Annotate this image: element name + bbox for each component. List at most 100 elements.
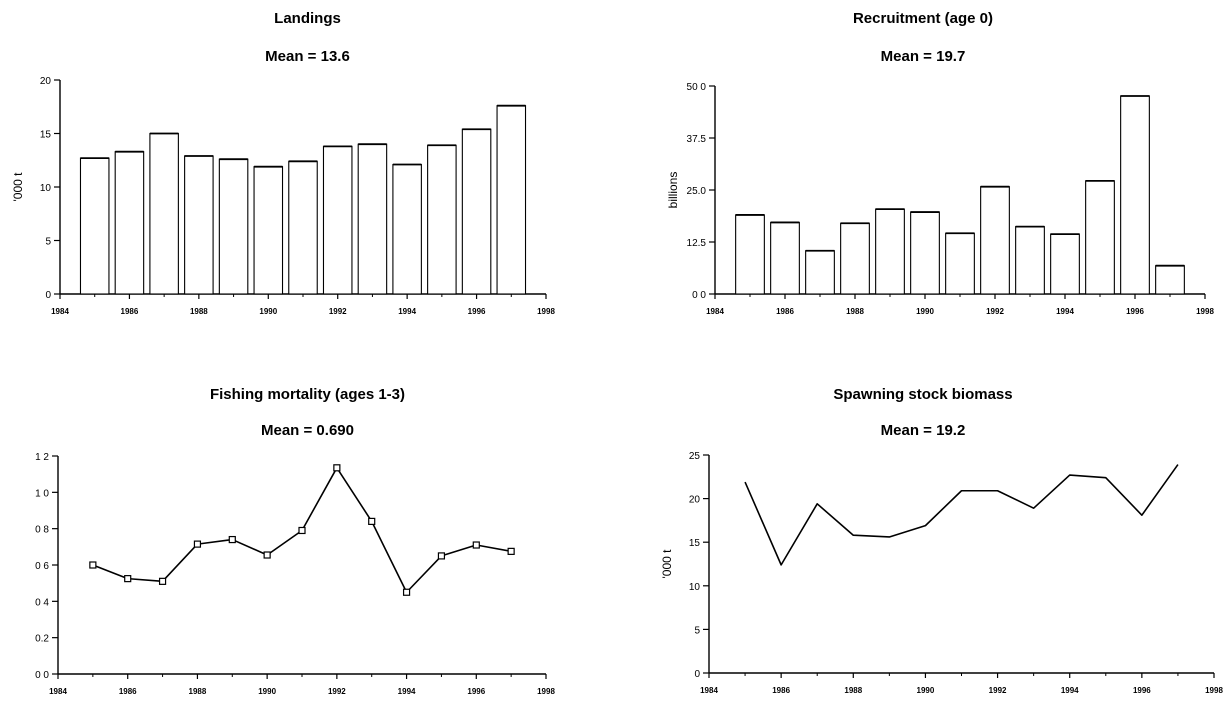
y-tick-label: 5 (694, 625, 700, 636)
x-tick-label: 1986 (121, 307, 139, 316)
y-tick-label: 0 (694, 669, 700, 680)
bar-1989 (875, 208, 905, 295)
x-tick-label: 1984 (706, 307, 724, 316)
x-tick-label: 1986 (772, 686, 790, 695)
x-tick-label: 1984 (700, 686, 718, 695)
chart-title: Spawning stock biomass (833, 386, 1013, 403)
x-tick-label: 1994 (398, 307, 416, 316)
bar-1997 (496, 105, 527, 295)
point-1986 (124, 575, 132, 583)
bar-1986 (114, 151, 145, 295)
chart-title: Recruitment (age 0) (852, 10, 994, 27)
bar-1994 (392, 163, 422, 295)
fishing-mortality-panel: Fishing mortality (ages 1-3) Mean = 0.69… (0, 360, 615, 706)
x-tick-label: 1998 (1196, 307, 1214, 316)
point-1987 (158, 577, 167, 585)
y-tick-label: 0 8 (35, 525, 49, 536)
landings-chart: 0 5 10 15 20 1984 1986 1988 1990 1992 1994 1996 1998… (11, 76, 555, 316)
y-tick-label: 25.0 (687, 186, 707, 197)
x-tick-label: 1998 (537, 307, 555, 316)
point-1997 (507, 547, 515, 555)
ssb-panel: Spawning stock biomass Mean = 19.2 0 5 10 1… (615, 360, 1231, 706)
recruitment-panel: Recruitment (age 0) Mean = 19.7 0 0 12.5 2… (615, 0, 1231, 330)
series-line (744, 464, 1179, 566)
landings-panel: Landings Mean = 13.6 0 5 10 15 20 1984 1986 198… (0, 0, 615, 330)
x-tick-label: 1996 (1126, 307, 1144, 316)
bar-1991 (945, 232, 975, 295)
bar-1997 (1155, 265, 1185, 295)
bar-1986 (770, 221, 800, 295)
y-tick-label: 12.5 (687, 238, 707, 249)
point-1985 (89, 561, 97, 569)
x-tick-label: 1984 (51, 307, 69, 316)
chart-subtitle: Mean = 13.6 (265, 48, 350, 65)
y-tick-label: 0 6 (35, 561, 49, 572)
bar-1991 (288, 160, 318, 295)
y-axis-label: '000 t (11, 172, 25, 202)
x-tick-label: 1996 (1133, 686, 1151, 695)
x-tick-label: 1994 (1056, 307, 1074, 316)
y-tick-label: 10 (689, 582, 701, 593)
y-tick-label: 0 4 (35, 597, 49, 608)
bar-1988 (184, 155, 214, 295)
chart-title: Fishing mortality (ages 1-3) (209, 386, 406, 403)
bar-1992 (322, 145, 353, 295)
x-tick-label: 1990 (258, 687, 276, 696)
y-tick-label: 10 (40, 183, 52, 194)
x-tick-label: 1986 (119, 687, 137, 696)
y-axis-label: '000 t (660, 549, 674, 579)
x-tick-label: 1988 (190, 307, 208, 316)
point-1990 (263, 551, 271, 559)
y-tick-label: 50 0 (687, 82, 707, 93)
bar-1988 (840, 222, 870, 295)
bar-1996 (1120, 95, 1150, 295)
bar-1990 (910, 211, 940, 295)
y-tick-label: 15 (689, 538, 701, 549)
chart-title: Landings (274, 10, 341, 27)
y-tick-label: 0 0 (35, 670, 49, 681)
x-tick-label: 1984 (49, 687, 67, 696)
y-tick-label: 25 (689, 451, 701, 462)
x-tick-label: 1992 (328, 687, 346, 696)
bar-1994 (1050, 233, 1080, 295)
y-tick-label: 1 0 (35, 488, 49, 499)
x-tick-label: 1986 (776, 307, 794, 316)
x-tick-label: 1992 (329, 307, 347, 316)
x-tick-label: 1988 (846, 307, 864, 316)
point-1995 (437, 552, 446, 560)
bar-1996 (461, 128, 492, 295)
x-tick-label: 1990 (259, 307, 277, 316)
x-tick-label: 1996 (467, 687, 485, 696)
x-tick-label: 1988 (844, 686, 862, 695)
x-tick-label: 1990 (917, 686, 935, 695)
point-1994 (402, 588, 411, 596)
fishing-mortality-chart: 0 0 0.2 0 4 0 6 0 8 1 0 1 2 1984 1986 1988 1990 199… (35, 452, 555, 696)
x-tick-label: 1994 (1061, 686, 1079, 695)
chart-subtitle: Mean = 19.7 (880, 48, 966, 65)
bar-1985 (79, 157, 110, 295)
y-tick-label: 15 (40, 130, 52, 141)
y-tick-label: 20 (40, 76, 52, 87)
bar-1995 (1085, 180, 1115, 295)
x-tick-label: 1996 (468, 307, 486, 316)
x-tick-label: 1990 (916, 307, 934, 316)
bar-1989 (218, 158, 249, 295)
x-tick-label: 1992 (986, 307, 1004, 316)
bar-1992 (980, 186, 1010, 295)
point-1992 (333, 464, 341, 472)
point-1991 (298, 526, 306, 535)
y-tick-label: 37.5 (687, 134, 707, 145)
bar-1993 (357, 143, 388, 295)
bar-1993 (1015, 226, 1045, 295)
y-tick-label: 1 2 (35, 452, 49, 463)
chart-subtitle: Mean = 0.690 (261, 422, 354, 439)
y-tick-label: 5 (45, 237, 51, 248)
y-tick-label: 0.2 (35, 634, 49, 645)
point-1996 (472, 541, 480, 549)
ssb-chart: 0 5 10 15 20 25 1984 1986 1988 1990 1992 1994 1996 19… (660, 451, 1223, 695)
bar-1985 (735, 214, 765, 295)
recruitment-chart: 0 0 12.5 25.0 37.5 50 0 1984 1986 1988 1990 1992 1… (666, 82, 1214, 316)
bar-1987 (149, 132, 179, 295)
point-1989 (228, 535, 236, 544)
x-tick-label: 1998 (1205, 686, 1223, 695)
